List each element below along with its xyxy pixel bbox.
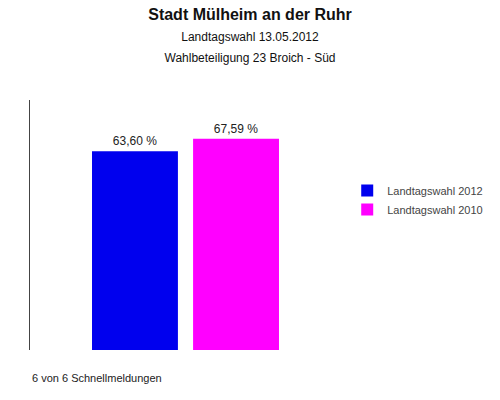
svg-text:Landtagswahl 2010: Landtagswahl 2010 (387, 204, 482, 216)
svg-text:Landtagswahl 2012: Landtagswahl 2012 (387, 185, 482, 197)
svg-text:6 von 6 Schnellmeldungen: 6 von 6 Schnellmeldungen (32, 372, 162, 384)
svg-text:63,60 %: 63,60 % (113, 134, 157, 148)
svg-text:Stadt Mülheim an der RuhrLandt: Stadt Mülheim an der RuhrLandtagswahl 13… (148, 6, 352, 65)
svg-text:67,59 %: 67,59 % (214, 122, 258, 136)
